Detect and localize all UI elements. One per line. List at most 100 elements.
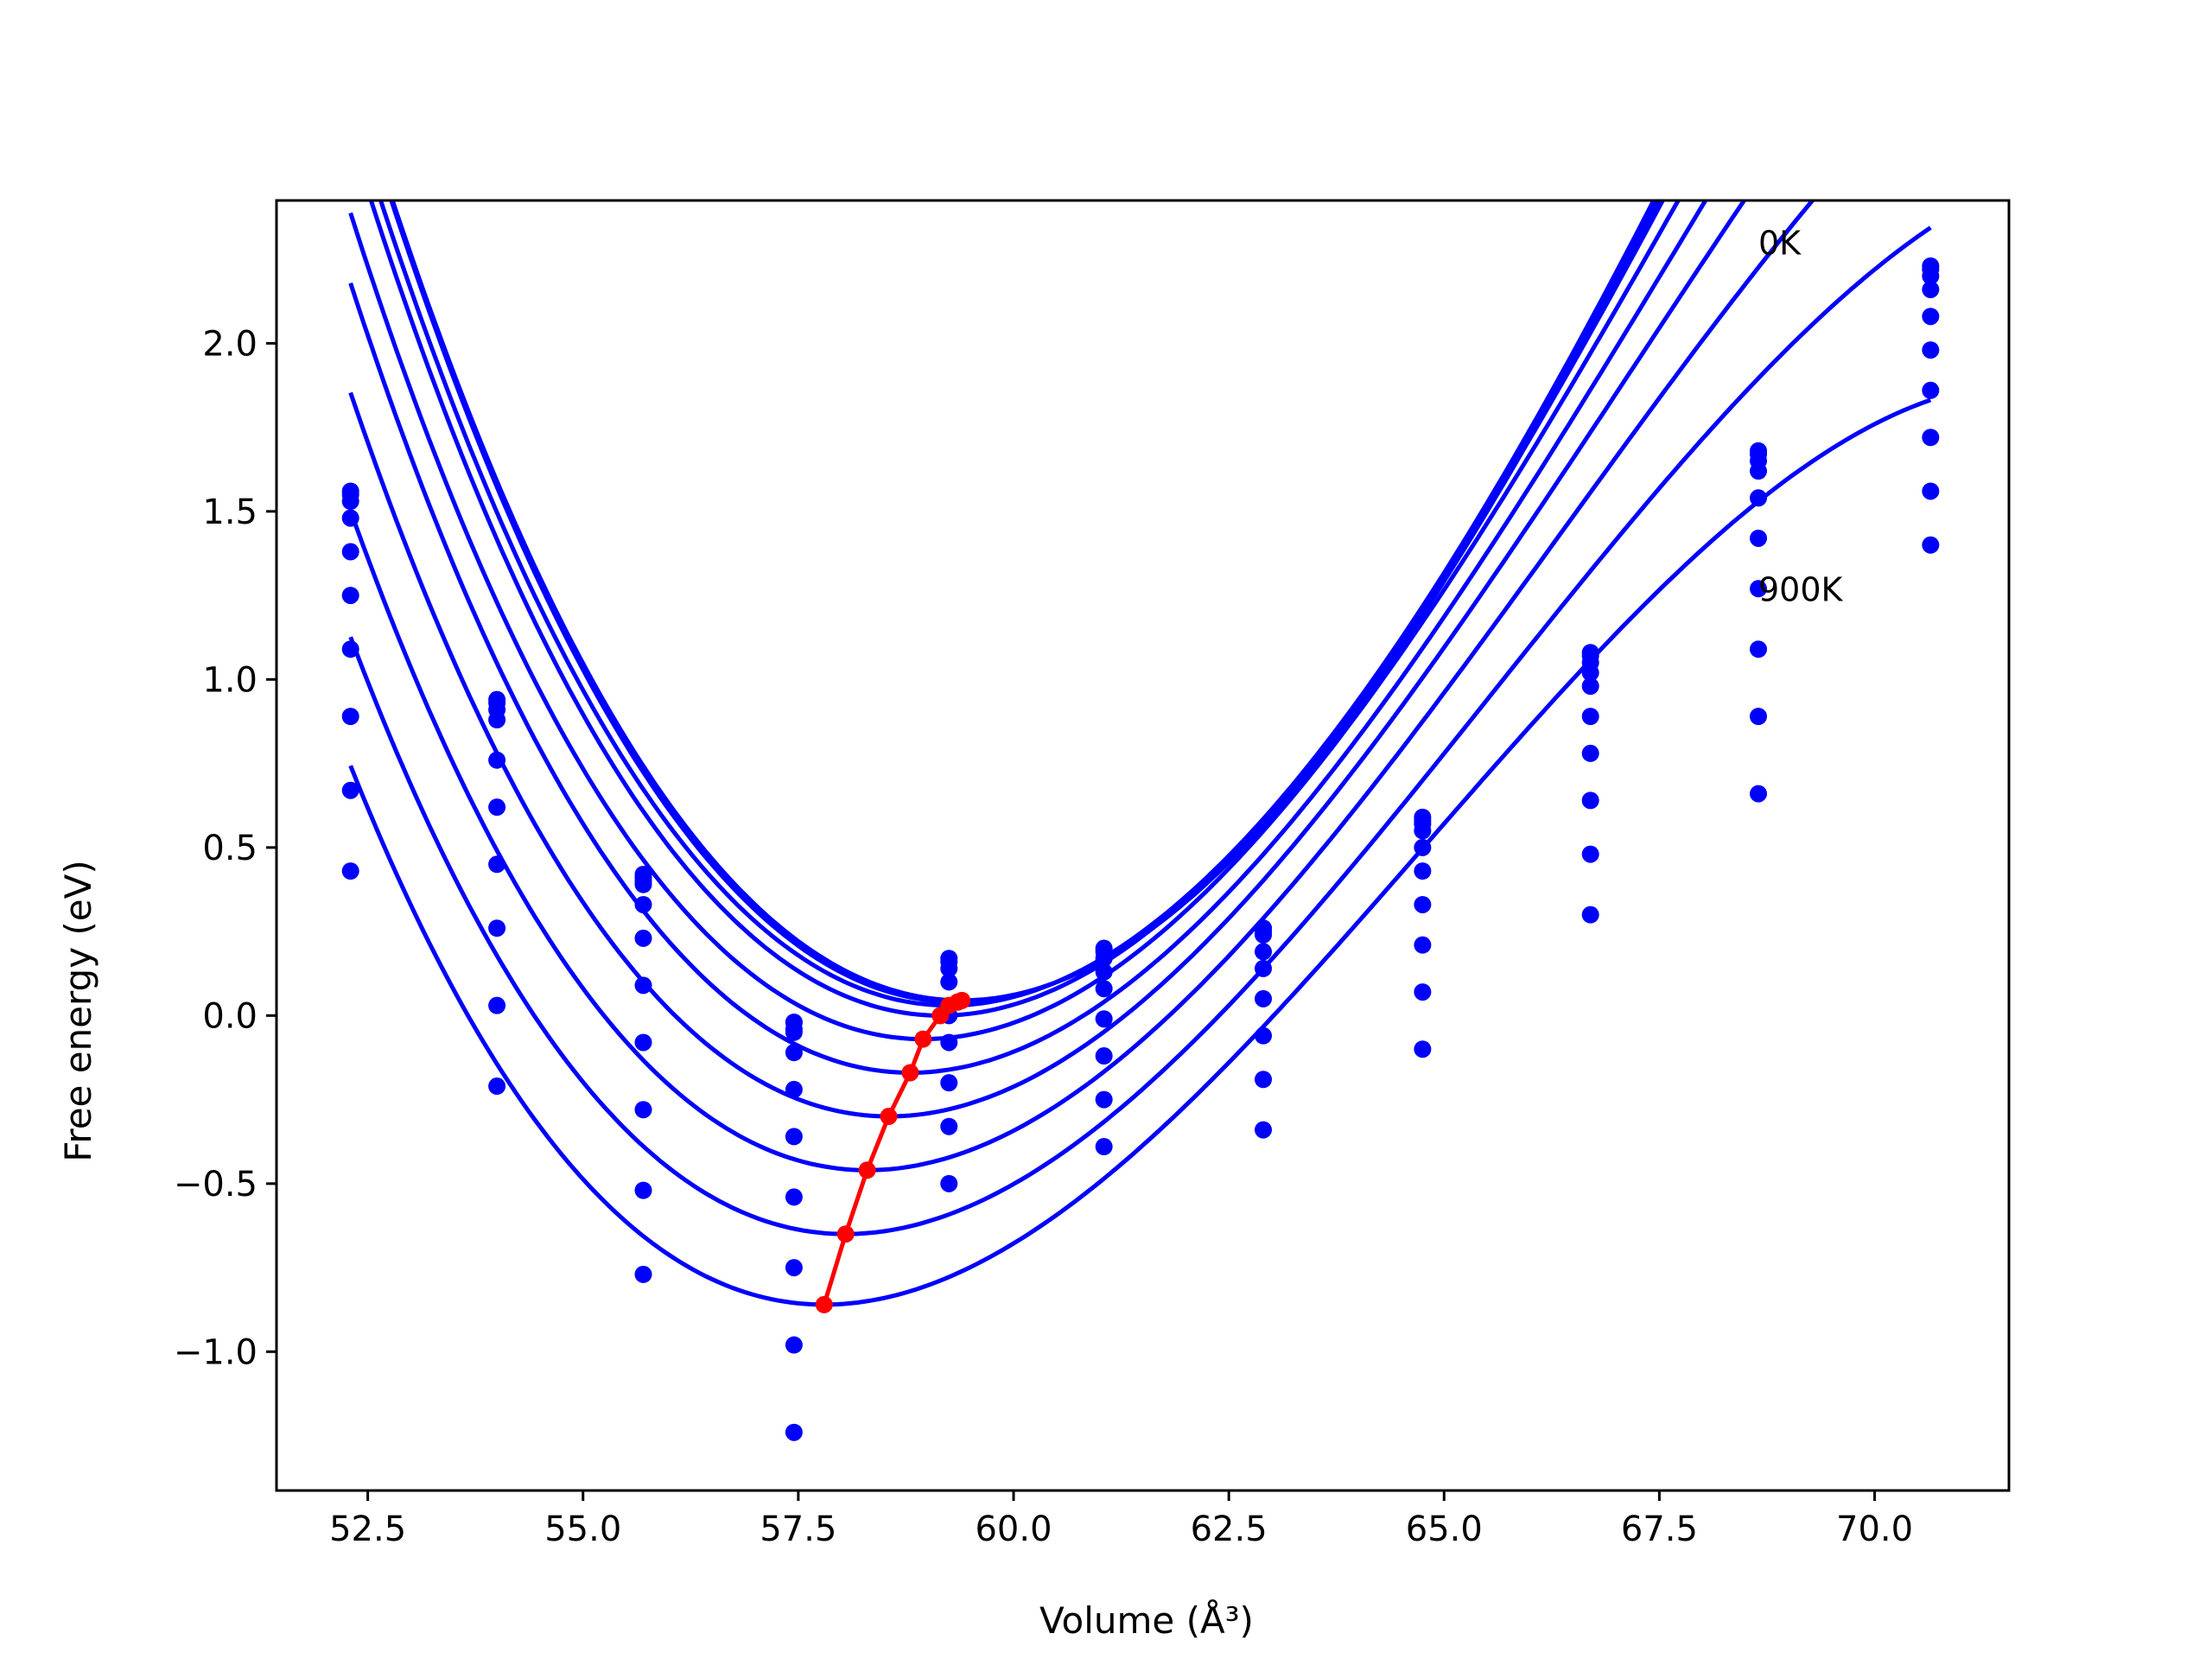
data-point bbox=[1095, 1010, 1113, 1028]
data-point bbox=[488, 855, 506, 874]
fit-curve-3 bbox=[368, 200, 1666, 1018]
data-point bbox=[1414, 838, 1432, 856]
data-point bbox=[1255, 959, 1273, 977]
annotation-1: 900K bbox=[1758, 570, 1844, 608]
data-point bbox=[488, 996, 506, 1014]
data-point bbox=[1414, 1040, 1432, 1058]
data-point bbox=[1750, 489, 1768, 507]
minimum-point bbox=[901, 1064, 919, 1082]
data-point bbox=[1255, 989, 1273, 1007]
minimum-point bbox=[858, 1161, 876, 1179]
x-tick-label: 57.5 bbox=[760, 1510, 836, 1549]
data-point bbox=[1922, 429, 1940, 447]
data-point bbox=[341, 493, 359, 511]
data-point bbox=[1922, 281, 1940, 299]
data-point bbox=[1750, 785, 1768, 803]
data-point bbox=[1922, 341, 1940, 359]
x-tick-label: 60.0 bbox=[975, 1510, 1052, 1549]
minimum-energy-path bbox=[815, 991, 971, 1313]
data-point bbox=[341, 587, 359, 605]
data-point bbox=[785, 1080, 803, 1098]
data-point bbox=[1581, 845, 1599, 863]
minimum-point bbox=[880, 1108, 898, 1126]
y-tick-label: 0.5 bbox=[202, 829, 257, 868]
plot-frame bbox=[275, 199, 2011, 1492]
x-axis-label: Volume (Å³) bbox=[1039, 1599, 1254, 1642]
data-point bbox=[488, 711, 506, 729]
fit-curve-2 bbox=[378, 200, 1656, 1008]
minimum-point bbox=[953, 991, 971, 1009]
data-point bbox=[1581, 744, 1599, 762]
y-tick-label: 0.0 bbox=[202, 996, 257, 1036]
minimum-point bbox=[815, 1295, 833, 1313]
data-point bbox=[1255, 943, 1273, 961]
data-point bbox=[341, 781, 359, 799]
data-point bbox=[1095, 950, 1113, 968]
y-tick-label: 1.5 bbox=[202, 493, 257, 532]
data-point bbox=[1414, 822, 1432, 840]
data-point bbox=[1581, 664, 1599, 682]
data-point bbox=[634, 895, 652, 913]
data-point bbox=[1255, 1027, 1273, 1045]
axes: 52.5 55.0 57.5 60.0 62.5 65.0 67.5 70.0 −1.0 −0.5… bbox=[174, 199, 2011, 1549]
data-point bbox=[785, 1336, 803, 1354]
data-point bbox=[341, 640, 359, 658]
data-points bbox=[341, 257, 1940, 1441]
data-point bbox=[785, 1128, 803, 1146]
data-point bbox=[341, 708, 359, 726]
data-point bbox=[488, 798, 506, 817]
minimum-point bbox=[836, 1225, 855, 1243]
minimum-point bbox=[914, 1030, 932, 1048]
data-point bbox=[1922, 381, 1940, 399]
fit-curves bbox=[348, 200, 1932, 1307]
data-point bbox=[785, 1023, 803, 1041]
x-tick-label: 70.0 bbox=[1836, 1510, 1913, 1549]
fit-curve-7 bbox=[348, 200, 1815, 1173]
data-point bbox=[341, 509, 359, 527]
data-point bbox=[634, 1033, 652, 1052]
fit-curve-8 bbox=[348, 226, 1932, 1236]
data-point bbox=[634, 875, 652, 893]
data-point bbox=[634, 1101, 652, 1119]
data-point bbox=[785, 1188, 803, 1206]
data-point bbox=[940, 973, 958, 991]
y-tick-label: 2.0 bbox=[202, 324, 257, 364]
data-point bbox=[1581, 677, 1599, 696]
data-point bbox=[1414, 983, 1432, 1001]
x-tick-label: 65.0 bbox=[1406, 1510, 1483, 1549]
data-point bbox=[1750, 708, 1768, 726]
x-tick-label: 55.0 bbox=[544, 1510, 621, 1549]
data-point bbox=[940, 1033, 958, 1052]
data-point bbox=[1095, 1090, 1113, 1109]
data-point bbox=[1095, 1047, 1113, 1065]
plot-area: 0K 900K bbox=[341, 200, 1940, 1441]
data-point bbox=[1255, 925, 1273, 944]
data-point bbox=[940, 1117, 958, 1135]
fit-curve-9 bbox=[348, 397, 1932, 1307]
data-point bbox=[488, 751, 506, 769]
x-tick-label: 62.5 bbox=[1191, 1510, 1268, 1549]
data-point bbox=[1581, 708, 1599, 726]
y-tick-label: −0.5 bbox=[174, 1165, 257, 1205]
data-point bbox=[1414, 936, 1432, 954]
data-point bbox=[1750, 529, 1768, 547]
y-axis-label: Free energy (eV) bbox=[57, 860, 99, 1162]
fit-curve-5 bbox=[348, 200, 1708, 1076]
x-tick-label: 52.5 bbox=[329, 1510, 406, 1549]
data-point bbox=[785, 1044, 803, 1062]
data-point bbox=[940, 1174, 958, 1192]
data-point bbox=[785, 1259, 803, 1277]
data-point bbox=[1750, 640, 1768, 658]
data-point bbox=[1095, 963, 1113, 981]
data-point bbox=[1922, 308, 1940, 326]
data-point bbox=[940, 959, 958, 977]
annotation-0: 0K bbox=[1758, 225, 1802, 263]
data-point bbox=[1095, 980, 1113, 998]
y-tick-label: −1.0 bbox=[174, 1332, 257, 1372]
data-point bbox=[785, 1423, 803, 1441]
data-point bbox=[1922, 267, 1940, 285]
data-point bbox=[488, 1077, 506, 1096]
data-point bbox=[1255, 1121, 1273, 1139]
